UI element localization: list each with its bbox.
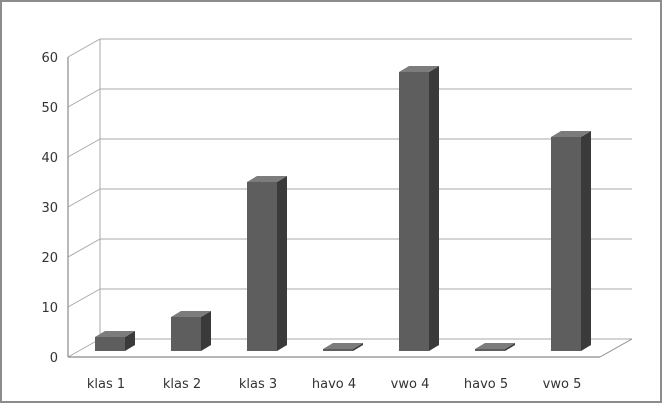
bar-top bbox=[475, 343, 515, 349]
bar-side bbox=[353, 343, 363, 351]
x-tick-label: klas 1 bbox=[87, 377, 125, 392]
bar-top bbox=[399, 66, 439, 72]
side-wall-line bbox=[67, 238, 101, 258]
x-tick-label: havo 4 bbox=[312, 377, 356, 392]
bar-front bbox=[171, 317, 201, 351]
bar-side bbox=[125, 331, 135, 351]
x-tick-label: klas 3 bbox=[239, 377, 277, 392]
y-tick-label: 0 bbox=[50, 351, 58, 366]
floor-right-edge bbox=[599, 338, 633, 358]
bar-side bbox=[429, 66, 439, 351]
y-axis-ticks: 0 10 20 30 40 50 60 bbox=[41, 51, 58, 366]
bar-top bbox=[171, 311, 211, 317]
bar-side bbox=[505, 343, 515, 351]
side-wall-line bbox=[67, 88, 101, 108]
bar bbox=[399, 66, 439, 351]
side-wall-line bbox=[67, 38, 101, 58]
bar bbox=[247, 176, 287, 351]
bar-front bbox=[551, 137, 581, 351]
y-tick-label: 40 bbox=[41, 151, 58, 166]
side-wall-line bbox=[67, 138, 101, 158]
bar-top bbox=[95, 331, 135, 337]
bar-front bbox=[475, 349, 505, 351]
axes bbox=[67, 39, 633, 358]
bar-side bbox=[581, 131, 591, 351]
bar bbox=[551, 131, 591, 351]
bar-front bbox=[323, 349, 353, 351]
y-tick-label: 10 bbox=[41, 301, 58, 316]
bars bbox=[95, 66, 591, 351]
side-wall-line bbox=[67, 338, 101, 358]
bar bbox=[171, 311, 211, 351]
x-tick-label: havo 5 bbox=[464, 377, 508, 392]
bar-top bbox=[247, 176, 287, 182]
bar-front bbox=[247, 182, 277, 351]
x-axis-ticks: klas 1 klas 2 klas 3 havo 4 vwo 4 havo 5 vwo 5 bbox=[87, 377, 581, 392]
bar-front bbox=[399, 72, 429, 351]
y-tick-label: 60 bbox=[41, 51, 58, 66]
bar-top bbox=[323, 343, 363, 349]
bar bbox=[323, 343, 363, 351]
y-tick-label: 20 bbox=[41, 251, 58, 266]
bar-side bbox=[201, 311, 211, 351]
gridlines bbox=[67, 38, 632, 358]
x-tick-label: vwo 5 bbox=[543, 377, 582, 392]
x-tick-label: vwo 4 bbox=[391, 377, 430, 392]
bar-top bbox=[551, 131, 591, 137]
y-tick-label: 50 bbox=[41, 101, 58, 116]
bar-front bbox=[95, 337, 125, 351]
y-tick-label: 30 bbox=[41, 201, 58, 216]
side-wall-line bbox=[67, 288, 101, 308]
bar bbox=[95, 331, 135, 351]
x-tick-label: klas 2 bbox=[163, 377, 201, 392]
bar-side bbox=[277, 176, 287, 351]
side-wall-line bbox=[67, 188, 101, 208]
bar bbox=[475, 343, 515, 351]
